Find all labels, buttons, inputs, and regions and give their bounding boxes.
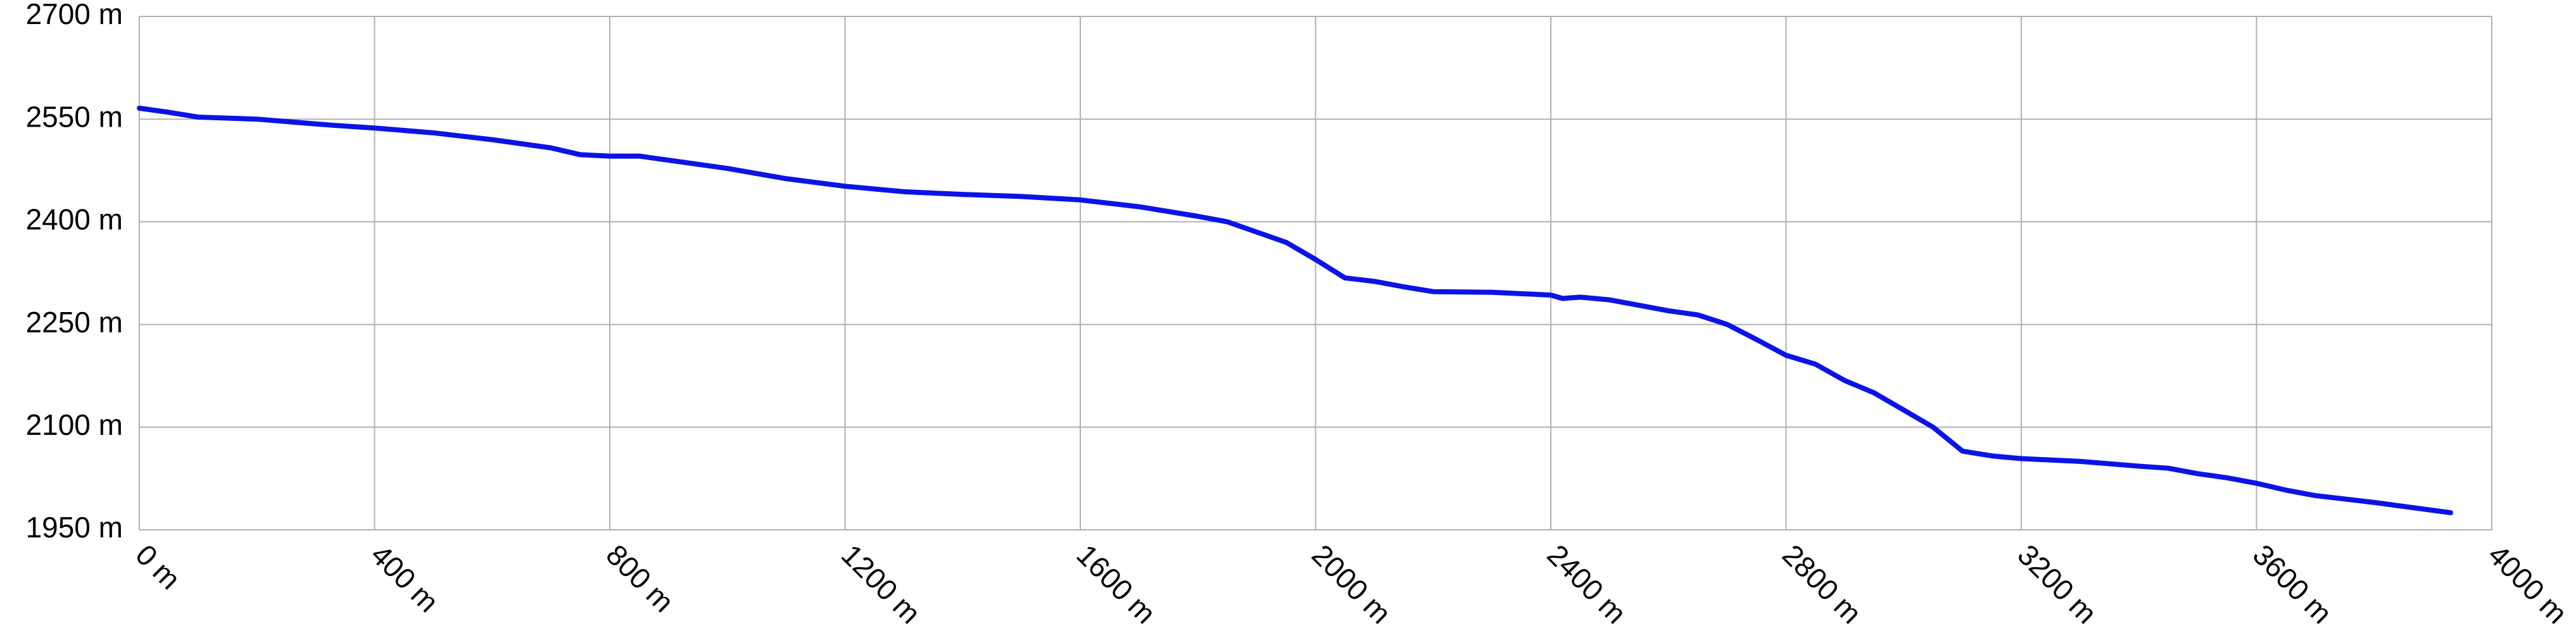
- x-tick-label: 800 m: [600, 538, 680, 618]
- x-tick-label: 400 m: [365, 538, 445, 618]
- x-tick-label: 2400 m: [1541, 538, 1632, 630]
- x-tick-label: 4000 m: [2482, 538, 2573, 630]
- y-tick-label: 2700 m: [26, 0, 123, 30]
- x-tick-label: 1600 m: [1070, 538, 1162, 630]
- x-tick-label: 2000 m: [1306, 538, 1398, 630]
- y-tick-label: 2400 m: [26, 203, 123, 236]
- x-tick-label: 3600 m: [2247, 538, 2339, 630]
- x-tick-label: 0 m: [129, 538, 187, 596]
- y-tick-label: 2550 m: [26, 100, 123, 133]
- elevation-line: [137, 105, 2453, 515]
- x-tick-label: 1200 m: [835, 538, 927, 630]
- x-tick-label: 2800 m: [1776, 538, 1868, 630]
- y-tick-label: 2250 m: [26, 306, 123, 339]
- y-tick-label: 1950 m: [26, 511, 123, 544]
- y-tick-label: 2100 m: [26, 408, 123, 441]
- x-tick-label: 3200 m: [2011, 538, 2103, 630]
